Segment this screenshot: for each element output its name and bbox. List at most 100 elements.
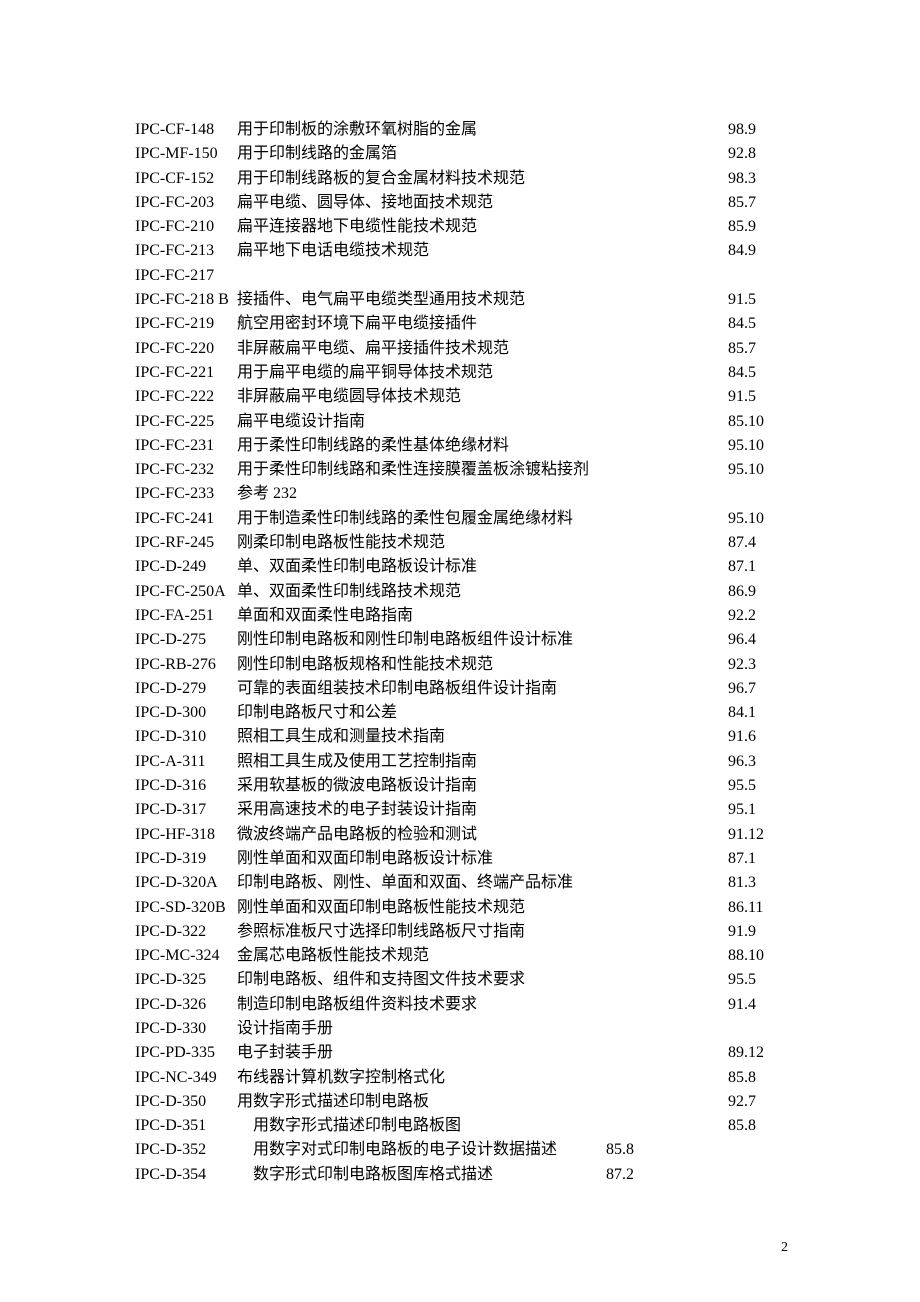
standard-code: IPC-FC-217 [135,264,237,288]
standard-description: 参考 232 [237,482,728,506]
standard-code: IPC-D-350 [135,1090,237,1114]
standard-code: IPC-D-300 [135,701,237,725]
standard-description: 扁平电缆、圆导体、接地面技术规范 [237,191,728,215]
standard-number: 85.8 [728,1066,788,1090]
standard-description: 扁平连接器地下电缆性能技术规范 [237,215,728,239]
standard-code: IPC-D-326 [135,993,237,1017]
standard-code: IPC-D-330 [135,1017,237,1041]
table-row: IPC-D-319刚性单面和双面印制电路板设计标准87.1 [135,847,788,871]
page-number: 2 [781,1240,788,1256]
standard-code: IPC-FC-203 [135,191,237,215]
table-row: IPC-FC-225扁平电缆设计指南85.10 [135,410,788,434]
standard-code: IPC-FC-220 [135,337,237,361]
standard-code: IPC-FA-251 [135,604,237,628]
table-row: IPC-A-311照相工具生成及使用工艺控制指南96.3 [135,750,788,774]
table-row: IPC-D-316采用软基板的微波电路板设计指南95.5 [135,774,788,798]
standard-description: 接插件、电气扁平电缆类型通用技术规范 [237,288,728,312]
standard-code: IPC-A-311 [135,750,237,774]
table-row: IPC-FA-251单面和双面柔性电路指南92.2 [135,604,788,628]
standard-description: 单、双面柔性印制线路技术规范 [237,580,728,604]
standard-number: 92.3 [728,653,788,677]
standard-code: IPC-MC-324 [135,944,237,968]
standard-code: IPC-D-351 [135,1114,237,1138]
standard-description: 刚柔印制电路板性能技术规范 [237,531,728,555]
table-row: IPC-RF-245刚柔印制电路板性能技术规范87.4 [135,531,788,555]
standard-number: 91.6 [728,725,788,749]
standard-number: 88.10 [728,944,788,968]
standard-number: 91.5 [728,288,788,312]
standard-description: 扁平地下电话电缆技术规范 [237,239,728,263]
standard-description: 航空用密封环境下扁平电缆接插件 [237,312,728,336]
standard-number: 98.9 [728,118,788,142]
standard-number: 85.8 [728,1114,788,1138]
standard-code: IPC-SD-320B [135,896,237,920]
standard-code: IPC-FC-225 [135,410,237,434]
table-row: IPC-D-350用数字形式描述印制电路板92.7 [135,1090,788,1114]
standard-number: 91.9 [728,920,788,944]
table-row: IPC-CF-152用于印制线路板的复合金属材料技术规范98.3 [135,167,788,191]
standard-description: 用于印制线路的金属箔 [237,142,728,166]
standard-number: 84.9 [728,239,788,263]
standard-code: IPC-CF-152 [135,167,237,191]
table-row: IPC-HF-318微波终端产品电路板的检验和测试91.12 [135,823,788,847]
table-row: IPC-PD-335电子封装手册89.12 [135,1041,788,1065]
standard-number: 96.7 [728,677,788,701]
standard-code: IPC-FC-231 [135,434,237,458]
table-row: IPC-FC-241用于制造柔性印制线路的柔性包履金属绝缘材料95.10 [135,507,788,531]
table-row: IPC-FC-213扁平地下电话电缆技术规范84.9 [135,239,788,263]
standard-number: 87.4 [728,531,788,555]
standard-description: 印制电路板、刚性、单面和双面、终端产品标准 [237,871,728,895]
standard-number: 95.1 [728,798,788,822]
standard-code: IPC-CF-148 [135,118,237,142]
standard-number: 96.4 [728,628,788,652]
standard-code: IPC-D-352 [135,1138,237,1162]
standard-number: 95.5 [728,968,788,992]
standard-code: IPC-D-317 [135,798,237,822]
standard-code: IPC-FC-241 [135,507,237,531]
standard-code: IPC-D-322 [135,920,237,944]
table-row: IPC-D-310照相工具生成和测量技术指南91.6 [135,725,788,749]
standard-description: 刚性印制电路板规格和性能技术规范 [237,653,728,677]
standard-description: 扁平电缆设计指南 [237,410,728,434]
standard-description: 单面和双面柔性电路指南 [237,604,728,628]
table-row: IPC-D-325印制电路板、组件和支持图文件技术要求95.5 [135,968,788,992]
standard-number: 84.1 [728,701,788,725]
standard-number: 92.7 [728,1090,788,1114]
standard-description: 用数字形式描述印制电路板图 [237,1114,728,1138]
standard-description: 用于印制板的涂敷环氧树脂的金属 [237,118,728,142]
standard-description: 用于扁平电缆的扁平铜导体技术规范 [237,361,728,385]
standard-description: 制造印制电路板组件资料技术要求 [237,993,728,1017]
standard-code: IPC-FC-219 [135,312,237,336]
table-row: IPC-FC-233参考 232 [135,482,788,506]
standard-number: 95.10 [728,507,788,531]
table-row: IPC-D-275刚性印制电路板和刚性印制电路板组件设计标准96.4 [135,628,788,652]
standard-number: 87.1 [728,847,788,871]
table-row: IPC-D-300印制电路板尺寸和公差84.1 [135,701,788,725]
standard-number: 85.7 [728,337,788,361]
standard-code: IPC-D-275 [135,628,237,652]
standard-description: 刚性印制电路板和刚性印制电路板组件设计标准 [237,628,728,652]
standard-number: 95.10 [728,458,788,482]
table-row: IPC-RB-276刚性印制电路板规格和性能技术规范92.3 [135,653,788,677]
standard-description: 非屏蔽扁平电缆、扁平接插件技术规范 [237,337,728,361]
standard-number: 84.5 [728,361,788,385]
standard-description: 电子封装手册 [237,1041,728,1065]
table-row: IPC-FC-218 B接插件、电气扁平电缆类型通用技术规范91.5 [135,288,788,312]
standard-description: 非屏蔽扁平电缆圆导体技术规范 [237,385,728,409]
standard-description: 用于柔性印制线路和柔性连接膜覆盖板涂镀粘接剂 [237,458,728,482]
standard-description: 参照标准板尺寸选择印制线路板尺寸指南 [237,920,728,944]
standard-code: IPC-FC-210 [135,215,237,239]
standards-list: IPC-CF-148用于印制板的涂敷环氧树脂的金属98.9IPC-MF-150用… [135,118,788,1187]
table-row: IPC-SD-320B刚性单面和双面印制电路板性能技术规范86.11 [135,896,788,920]
standard-description: 照相工具生成及使用工艺控制指南 [237,750,728,774]
standard-code: IPC-FC-222 [135,385,237,409]
standard-code: IPC-HF-318 [135,823,237,847]
standard-number: 81.3 [728,871,788,895]
standard-description: 微波终端产品电路板的检验和测试 [237,823,728,847]
standard-number: 95.10 [728,434,788,458]
standard-code: IPC-D-279 [135,677,237,701]
standard-description: 布线器计算机数字控制格式化 [237,1066,728,1090]
table-row: IPC-FC-231用于柔性印制线路的柔性基体绝缘材料95.10 [135,434,788,458]
table-row: IPC-D-322参照标准板尺寸选择印制线路板尺寸指南91.9 [135,920,788,944]
standard-number: 87.1 [728,555,788,579]
